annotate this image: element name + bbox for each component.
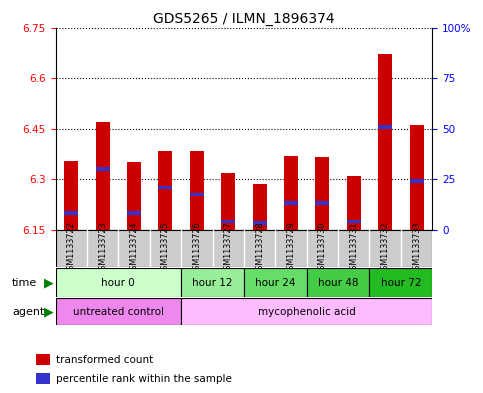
Title: GDS5265 / ILMN_1896374: GDS5265 / ILMN_1896374 — [153, 13, 335, 26]
Bar — [190, 193, 204, 196]
Text: ▶: ▶ — [43, 305, 53, 318]
Text: GSM1133733: GSM1133733 — [412, 222, 421, 275]
Bar — [347, 220, 361, 223]
Text: GSM1133727: GSM1133727 — [224, 222, 233, 275]
Bar — [253, 222, 267, 225]
Bar — [315, 157, 329, 230]
Text: GSM1133724: GSM1133724 — [129, 222, 139, 275]
Bar — [56, 268, 181, 297]
Bar — [127, 162, 141, 230]
Text: hour 0: hour 0 — [101, 277, 135, 288]
Bar — [158, 151, 172, 230]
Bar — [378, 125, 392, 129]
Text: GSM1133730: GSM1133730 — [318, 222, 327, 275]
Bar — [96, 167, 110, 171]
Bar — [244, 268, 307, 297]
Bar — [221, 220, 235, 223]
Bar — [96, 122, 110, 230]
Bar — [347, 176, 361, 230]
Bar — [284, 201, 298, 205]
Bar — [378, 55, 392, 230]
Text: transformed count: transformed count — [56, 355, 153, 365]
Text: hour 12: hour 12 — [192, 277, 233, 288]
Bar — [36, 354, 50, 365]
Text: mycophenolic acid: mycophenolic acid — [258, 307, 355, 317]
Text: GSM1133729: GSM1133729 — [286, 222, 296, 275]
Text: GSM1133723: GSM1133723 — [98, 222, 107, 275]
Text: GSM1133731: GSM1133731 — [349, 222, 358, 275]
Text: GSM1133722: GSM1133722 — [67, 222, 76, 275]
Bar — [56, 298, 181, 325]
Bar — [369, 268, 432, 297]
Text: GSM1133732: GSM1133732 — [381, 222, 390, 275]
Text: GSM1133728: GSM1133728 — [255, 222, 264, 275]
Bar — [410, 125, 424, 230]
Bar — [253, 184, 267, 230]
Text: agent: agent — [12, 307, 44, 317]
Text: untreated control: untreated control — [73, 307, 164, 317]
Text: hour 24: hour 24 — [255, 277, 296, 288]
Bar — [158, 186, 172, 189]
Bar — [127, 211, 141, 215]
Bar — [221, 173, 235, 230]
Text: GSM1133726: GSM1133726 — [192, 222, 201, 275]
Bar — [181, 268, 244, 297]
Bar — [284, 156, 298, 230]
Bar — [307, 268, 369, 297]
Bar — [64, 211, 78, 215]
Bar — [190, 151, 204, 230]
Bar — [315, 201, 329, 205]
Text: time: time — [12, 277, 37, 288]
Text: percentile rank within the sample: percentile rank within the sample — [56, 374, 232, 384]
Bar — [181, 298, 432, 325]
Text: hour 72: hour 72 — [381, 277, 421, 288]
Text: hour 48: hour 48 — [318, 277, 358, 288]
Bar — [410, 179, 424, 183]
Text: ▶: ▶ — [43, 276, 53, 289]
Text: GSM1133725: GSM1133725 — [161, 222, 170, 275]
Bar — [64, 161, 78, 230]
Bar — [36, 373, 50, 384]
